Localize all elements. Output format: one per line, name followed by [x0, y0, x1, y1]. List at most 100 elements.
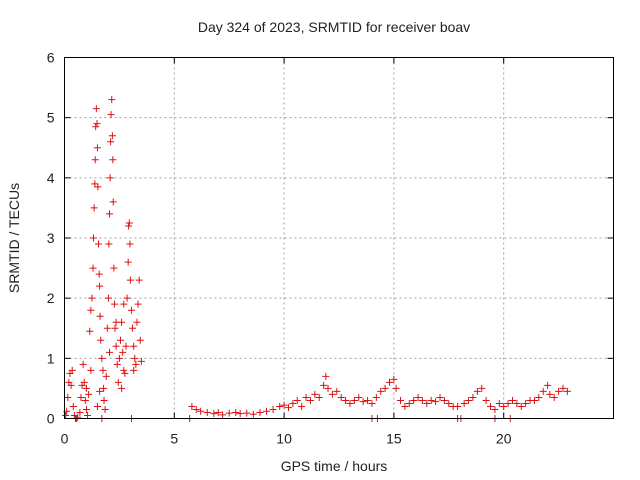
data-point [89, 264, 97, 272]
data-point [546, 390, 554, 398]
data-point [197, 407, 205, 415]
data-point [508, 396, 516, 404]
data-point [126, 276, 134, 284]
data-point [324, 384, 332, 392]
data-point [440, 396, 448, 404]
data-point [96, 387, 104, 395]
data-point [107, 138, 115, 146]
data-point [101, 405, 109, 413]
data-point [298, 402, 306, 410]
data-point [386, 378, 394, 386]
data-point [232, 408, 240, 416]
data-point [390, 375, 398, 383]
data-point [95, 240, 103, 248]
chart-title: Day 324 of 2023, SRMTID for receiver boa… [198, 19, 470, 35]
data-point [423, 399, 431, 407]
data-point [563, 387, 571, 395]
data-point [342, 396, 350, 404]
data-point [105, 240, 113, 248]
data-point [133, 318, 141, 326]
y-tick-label: 5 [47, 110, 55, 126]
y-tick-label: 4 [47, 170, 55, 186]
data-point [478, 384, 486, 392]
data-point [106, 210, 114, 218]
data-point [108, 132, 116, 140]
data-point [130, 342, 138, 350]
data-point [495, 399, 503, 407]
data-point [333, 387, 341, 395]
data-point [487, 402, 495, 410]
data-point [84, 411, 92, 419]
data-point [120, 366, 128, 374]
data-point [104, 294, 112, 302]
y-tick-label: 2 [47, 290, 55, 306]
data-point [550, 393, 558, 401]
data-point [114, 378, 122, 386]
data-point [256, 408, 264, 416]
data-point [427, 396, 435, 404]
data-point [111, 324, 119, 332]
data-point [491, 405, 499, 413]
data-point [513, 399, 521, 407]
data-point [405, 399, 413, 407]
data-point [125, 219, 133, 227]
data-point [377, 387, 385, 395]
data-point [96, 282, 104, 290]
data-point [77, 393, 85, 401]
data-point [396, 396, 404, 404]
y-tick-labels: 0 1 2 3 4 5 6 [47, 50, 55, 427]
data-point [364, 396, 372, 404]
data-point [106, 174, 114, 182]
data-point [465, 396, 473, 404]
x-tick-label: 20 [496, 431, 512, 447]
data-point [112, 342, 120, 350]
data-point [392, 384, 400, 392]
data-point [539, 387, 547, 395]
x-tick-labels: 0 5 10 15 20 [61, 431, 512, 447]
data-point [372, 393, 380, 401]
data-point [289, 399, 297, 407]
data-point [132, 360, 140, 368]
data-point [137, 357, 145, 365]
grid-lines [64, 57, 614, 419]
data-point [436, 393, 444, 401]
data-point [129, 324, 137, 332]
data-point [116, 336, 124, 344]
data-point [401, 402, 409, 410]
data-point [90, 204, 98, 212]
data-point [249, 410, 257, 418]
data-point [322, 372, 330, 380]
data-points [62, 96, 571, 422]
data-point [93, 144, 101, 152]
data-point [293, 396, 301, 404]
data-point [106, 348, 114, 356]
data-point [337, 393, 345, 401]
data-point [359, 398, 367, 406]
data-point [136, 336, 144, 344]
data-point [113, 360, 121, 368]
y-tick-label: 6 [47, 50, 55, 66]
data-point [118, 384, 126, 392]
data-point [302, 393, 310, 401]
data-point [80, 378, 88, 386]
data-point [236, 410, 244, 418]
data-point [62, 411, 70, 419]
data-point [555, 387, 563, 395]
data-point [311, 390, 319, 398]
data-point [64, 393, 72, 401]
data-point [91, 156, 99, 164]
data-point [192, 405, 200, 413]
data-point [93, 402, 101, 410]
data-point [500, 402, 508, 410]
data-point [69, 402, 77, 410]
data-point [97, 336, 105, 344]
x-tick-label: 15 [386, 431, 402, 447]
data-point [243, 409, 251, 417]
data-point [350, 396, 358, 404]
data-point [87, 366, 95, 374]
data-point [368, 399, 376, 407]
data-point [445, 399, 453, 407]
data-point [530, 396, 538, 404]
data-point [418, 396, 426, 404]
data-point [121, 369, 129, 377]
